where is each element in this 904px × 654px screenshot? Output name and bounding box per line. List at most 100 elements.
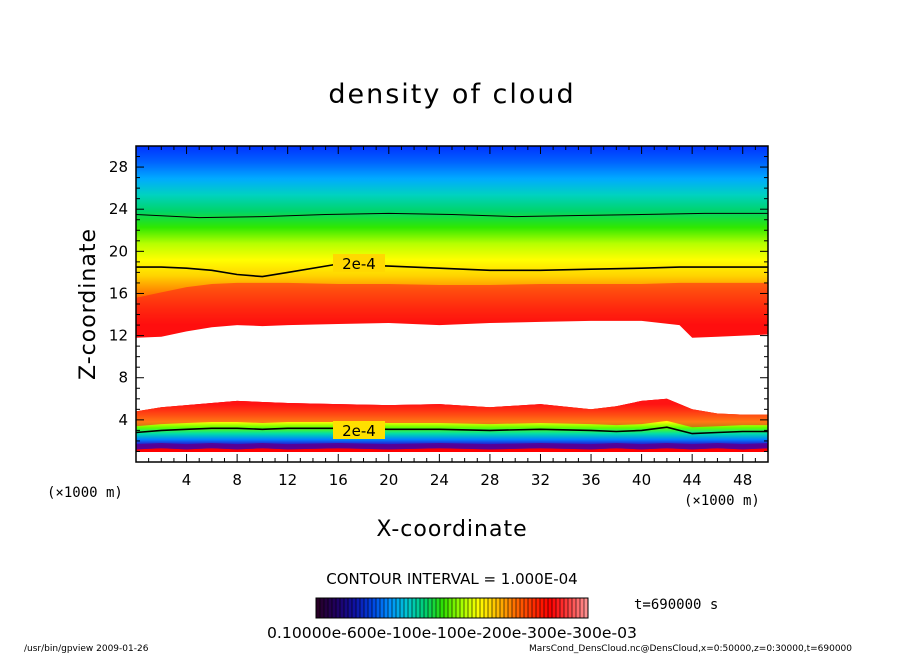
y-tick-label: 8 <box>118 369 128 387</box>
colorbar-cell <box>476 598 480 618</box>
y-tick-label: 12 <box>109 327 128 345</box>
colorbar-cell <box>400 598 404 618</box>
colorbar-cell <box>344 598 348 618</box>
colorbar-cell <box>384 598 388 618</box>
colorbar-cell <box>332 598 336 618</box>
x-tick-label: 12 <box>278 471 297 489</box>
colorbar-cell <box>428 598 432 618</box>
colorbar-cell <box>508 598 512 618</box>
contour-label-bg-lower <box>333 421 385 439</box>
y-axis: 4 8 12 16 20 24 28 <box>109 145 768 463</box>
contour-label-upper: 2e-4 <box>342 255 376 273</box>
colorbar-cell <box>324 598 328 618</box>
colorbar-cell <box>552 598 556 618</box>
y-unit-label: (×1000 m) <box>47 485 123 501</box>
colorbar-frame <box>315 597 589 619</box>
colorbar <box>315 598 588 618</box>
x-tick-label: 44 <box>683 471 702 489</box>
colorbar-cell <box>336 598 340 618</box>
colorbar-cell <box>516 598 520 618</box>
lower-cloud-top <box>136 398 768 428</box>
contour-interval-text: CONTOUR INTERVAL = 1.000E-04 <box>326 570 577 588</box>
x-axis: 4 8 12 16 20 24 28 32 36 40 44 48 <box>135 146 769 489</box>
x-tick-label: 40 <box>632 471 651 489</box>
colorbar-cell <box>364 598 368 618</box>
colorbar-cell <box>424 598 428 618</box>
colorbar-cell <box>348 598 352 618</box>
colorbar-cell <box>492 598 496 618</box>
colorbar-cell <box>572 598 576 618</box>
colorbar-cell <box>320 598 324 618</box>
colorbar-cell <box>504 598 508 618</box>
y-tick-label: 4 <box>118 411 128 429</box>
colorbar-cell <box>472 598 476 618</box>
x-tick-label: 8 <box>232 471 242 489</box>
colorbar-cell <box>340 598 344 618</box>
colorbar-cell <box>548 598 552 618</box>
contour-2e-4-upper <box>136 263 768 278</box>
x-axis-label: X-coordinate <box>376 517 527 542</box>
plot-area: 2e-4 2e-4 <box>136 146 768 462</box>
colorbar-cell <box>480 598 484 618</box>
x-tick-label: 16 <box>329 471 348 489</box>
colorbar-cell <box>536 598 540 618</box>
colorbar-cell <box>380 598 384 618</box>
colorbar-cell <box>420 598 424 618</box>
colorbar-cell <box>372 598 376 618</box>
colorbar-cell <box>496 598 500 618</box>
colorbar-cell <box>376 598 380 618</box>
colorbar-cell <box>532 598 536 618</box>
x-tick-label: 36 <box>581 471 600 489</box>
x-tick-label: 48 <box>733 471 752 489</box>
lower-cloud-base <box>136 443 768 450</box>
colorbar-cell <box>500 598 504 618</box>
chart-title: density of cloud <box>328 79 575 110</box>
colorbar-cell <box>316 598 320 618</box>
colorbar-cell <box>488 598 492 618</box>
isoline-upper <box>136 212 768 219</box>
y-tick-label: 24 <box>109 200 128 218</box>
colorbar-cell <box>440 598 444 618</box>
x-tick-label: 20 <box>379 471 398 489</box>
y-tick-label: 28 <box>109 158 128 176</box>
colorbar-cell <box>524 598 528 618</box>
colorbar-labels: 0.10000e-600e-100e-100e-200e-300e-300e-0… <box>267 624 637 642</box>
time-label: t=690000 s <box>634 597 718 613</box>
cloud-free-gap <box>136 320 768 415</box>
colorbar-cell <box>484 598 488 618</box>
colorbar-cell <box>368 598 372 618</box>
colorbar-cell <box>460 598 464 618</box>
x-tick-label: 4 <box>182 471 192 489</box>
colorbar-cell <box>520 598 524 618</box>
upper-cloud-core <box>136 282 768 338</box>
footer-left: /usr/bin/gpview 2009-01-26 <box>24 644 149 654</box>
colorbar-cell <box>456 598 460 618</box>
colorbar-cell <box>564 598 568 618</box>
colorbar-cell <box>528 598 532 618</box>
colorbar-cell <box>576 598 580 618</box>
colorbar-cell <box>328 598 332 618</box>
y-tick-label: 20 <box>109 242 128 260</box>
colorbar-cell <box>468 598 472 618</box>
colorbar-cell <box>568 598 572 618</box>
colorbar-cell <box>388 598 392 618</box>
colorbar-cell <box>360 598 364 618</box>
colorbar-cell <box>444 598 448 618</box>
colorbar-cell <box>432 598 436 618</box>
contour-label-lower: 2e-4 <box>342 422 376 440</box>
x-tick-label: 28 <box>480 471 499 489</box>
colorbar-cell <box>404 598 408 618</box>
colorbar-cell <box>416 598 420 618</box>
colorbar-cell <box>396 598 400 618</box>
colorbar-cell <box>556 598 560 618</box>
colorbar-cell <box>544 598 548 618</box>
colorbar-cell <box>512 598 516 618</box>
contour-label-bg-upper <box>333 254 385 272</box>
colorbar-cell <box>408 598 412 618</box>
y-axis-label: Z-coordinate <box>76 228 101 380</box>
x-tick-label: 32 <box>531 471 550 489</box>
colorbar-cell <box>560 598 564 618</box>
x-tick-label: 24 <box>430 471 449 489</box>
colorbar-cell <box>448 598 452 618</box>
